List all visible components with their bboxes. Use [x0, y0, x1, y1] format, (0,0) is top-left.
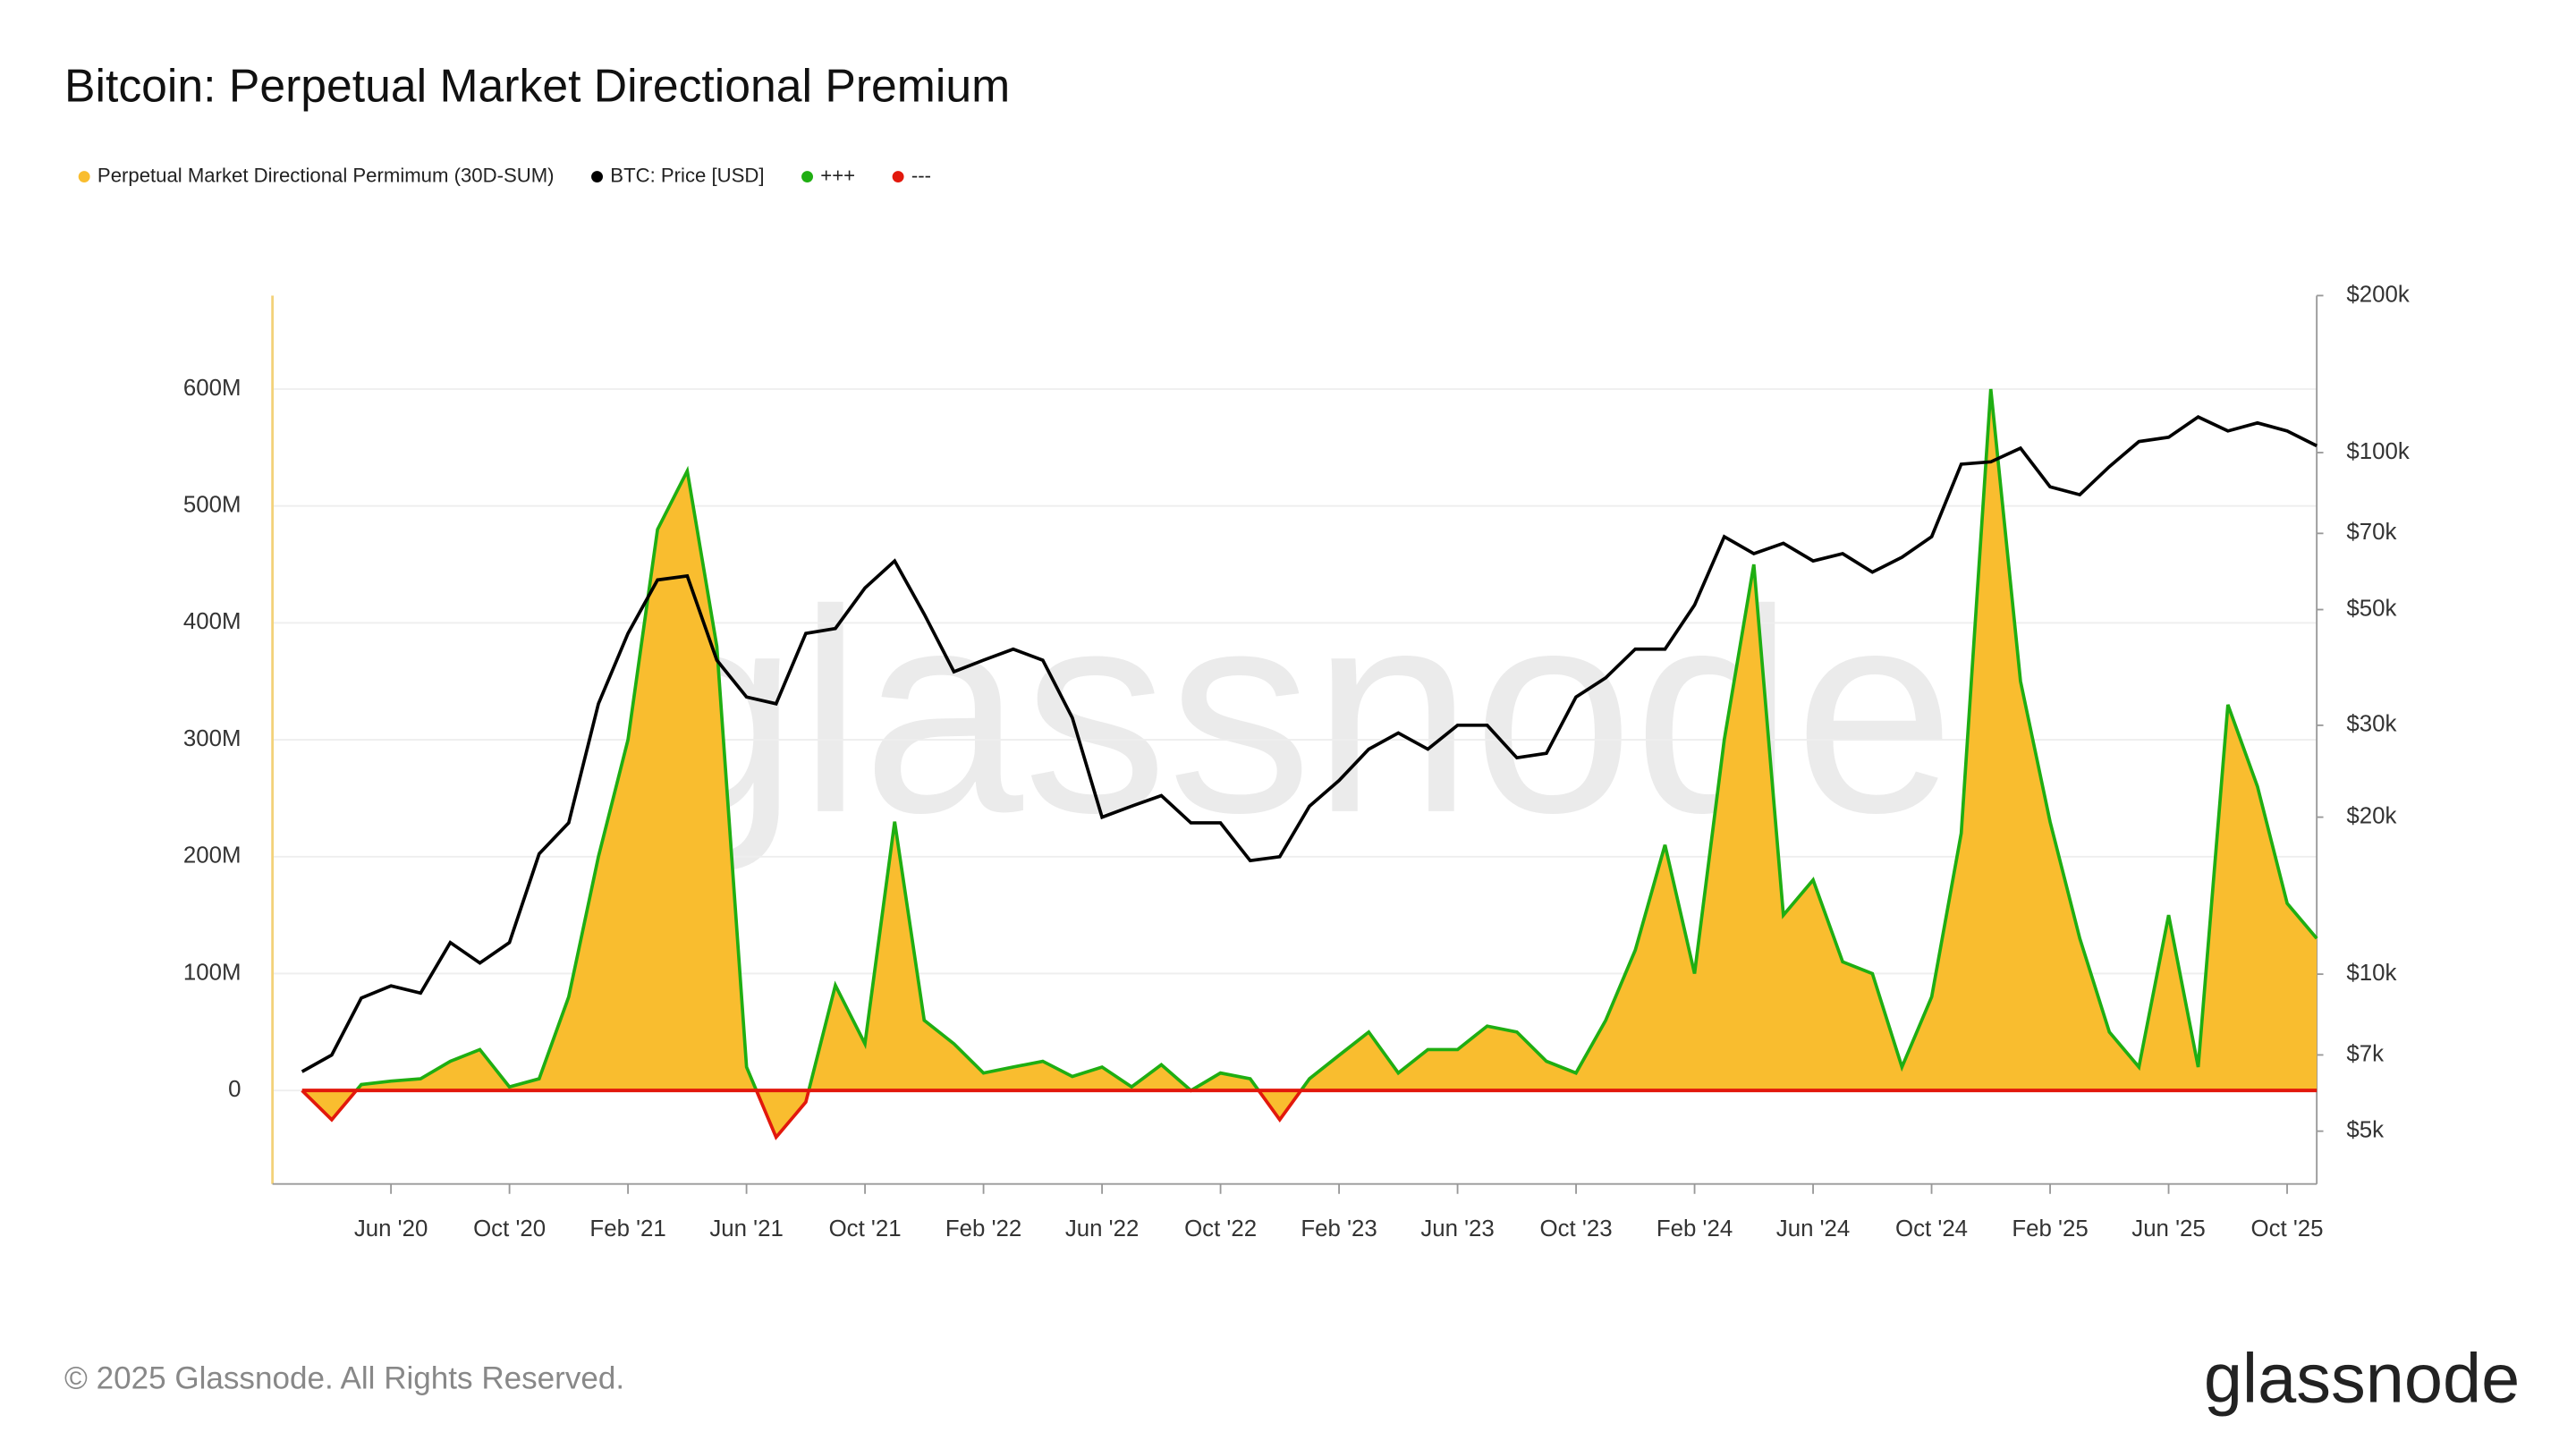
- legend-marker: [892, 171, 904, 182]
- y2-tick-label: $5k: [2346, 1117, 2384, 1142]
- x-tick-label: Oct '21: [829, 1216, 902, 1241]
- logo: glassnode: [2204, 1341, 2520, 1418]
- x-tick-label: Feb '23: [1301, 1216, 1377, 1241]
- y2-tick-label: $70k: [2346, 520, 2396, 545]
- y2-tick-label: $50k: [2346, 596, 2396, 621]
- x-tick-label: Jun '24: [1776, 1216, 1850, 1241]
- y2-tick-label: $100k: [2346, 439, 2409, 464]
- legend-marker: [591, 171, 603, 182]
- y2-tick-label: $20k: [2346, 803, 2396, 828]
- x-tick-label: Oct '24: [1895, 1216, 1968, 1241]
- legend-label: ---: [911, 164, 931, 186]
- legend-label: +++: [820, 164, 855, 186]
- legend-marker: [801, 171, 813, 182]
- x-tick-label: Jun '23: [1420, 1216, 1494, 1241]
- x-tick-label: Jun '25: [2131, 1216, 2205, 1241]
- legend-label: BTC: Price [USD]: [610, 164, 764, 186]
- y2-tick-label: $30k: [2346, 712, 2396, 737]
- footer: © 2025 Glassnode. All Rights Reserved.: [64, 1361, 624, 1396]
- x-tick-label: Oct '22: [1184, 1216, 1257, 1241]
- x-tick-label: Feb '24: [1657, 1216, 1733, 1241]
- x-tick-label: Oct '23: [1540, 1216, 1613, 1241]
- x-tick-label: Oct '20: [473, 1216, 546, 1241]
- x-tick-label: Jun '22: [1065, 1216, 1139, 1241]
- x-tick-label: Feb '21: [589, 1216, 665, 1241]
- x-tick-label: Jun '20: [354, 1216, 428, 1241]
- y-tick-label: 300M: [183, 726, 242, 751]
- y2-tick-label: $10k: [2346, 961, 2396, 986]
- x-tick-label: Feb '22: [945, 1216, 1021, 1241]
- y-tick-label: 100M: [183, 960, 242, 985]
- legend: Perpetual Market Directional Permimum (3…: [78, 164, 931, 186]
- y-tick-label: 0: [228, 1077, 241, 1102]
- x-tick-label: Jun '21: [709, 1216, 783, 1241]
- y-tick-label: 400M: [183, 609, 242, 634]
- y2-tick-label: $200k: [2346, 282, 2409, 307]
- x-tick-label: Oct '25: [2251, 1216, 2324, 1241]
- line-positive: [301, 388, 2318, 1091]
- y-tick-label: 200M: [183, 843, 242, 869]
- legend-marker: [78, 171, 90, 182]
- price-line: [301, 415, 2318, 1073]
- area: [301, 388, 2318, 1138]
- y-tick-label: 600M: [183, 376, 242, 401]
- x-tick-label: Feb '25: [2012, 1216, 2088, 1241]
- y2-tick-label: $7k: [2346, 1041, 2384, 1066]
- y-tick-label: 500M: [183, 493, 242, 518]
- legend-label: Perpetual Market Directional Permimum (3…: [97, 164, 555, 186]
- chart-title: Bitcoin: Perpetual Market Directional Pr…: [64, 59, 1010, 111]
